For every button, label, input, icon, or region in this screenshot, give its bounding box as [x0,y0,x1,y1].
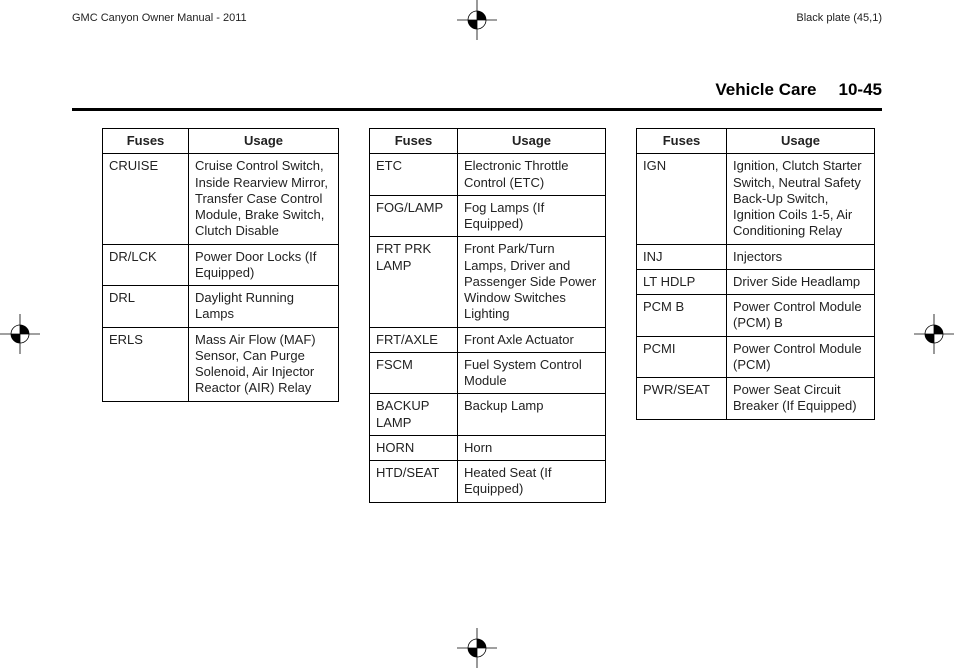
fuse-cell: INJ [637,244,727,269]
table-row: IGNIgnition, Clutch Starter Switch, Neut… [637,154,875,244]
table-row: BACKUP LAMPBackup Lamp [370,394,606,436]
usage-cell: Power Control Module (PCM) [727,336,875,378]
table-header-row: Fuses Usage [370,129,606,154]
table-row: LT HDLPDriver Side Headlamp [637,269,875,294]
header-fuses: Fuses [370,129,458,154]
header-usage: Usage [727,129,875,154]
table-row: FOG/LAMPFog Lamps (If Equipped) [370,195,606,237]
header-fuses: Fuses [637,129,727,154]
table-row: PCMIPower Control Module (PCM) [637,336,875,378]
table-header-row: Fuses Usage [637,129,875,154]
table-row: PWR/SEATPower Seat Circuit Breaker (If E… [637,378,875,420]
table-row: DR/LCKPower Door Locks (If Equipped) [103,244,339,286]
fuse-table-2: Fuses Usage ETCElectronic Throttle Contr… [369,128,606,503]
section-page: 10-45 [839,80,882,100]
fuse-cell: LT HDLP [637,269,727,294]
usage-cell: Fuel System Control Module [458,352,606,394]
usage-cell: Injectors [727,244,875,269]
fuse-cell: FRT PRK LAMP [370,237,458,327]
fuse-cell: CRUISE [103,154,189,244]
crop-mark-right-icon [914,314,954,354]
table-header-row: Fuses Usage [103,129,339,154]
usage-cell: Power Seat Circuit Breaker (If Equipped) [727,378,875,420]
section-title: Vehicle Care [715,80,816,100]
usage-cell: Fog Lamps (If Equipped) [458,195,606,237]
table-row: HORNHorn [370,435,606,460]
usage-cell: Horn [458,435,606,460]
usage-cell: Backup Lamp [458,394,606,436]
tables-container: Fuses Usage CRUISECruise Control Switch,… [102,128,882,503]
usage-cell: Mass Air Flow (MAF) Sensor, Can Purge So… [189,327,339,401]
fuse-cell: FRT/AXLE [370,327,458,352]
table-row: ERLSMass Air Flow (MAF) Sensor, Can Purg… [103,327,339,401]
fuse-cell: PWR/SEAT [637,378,727,420]
crop-mark-left-icon [0,314,40,354]
crop-mark-bottom-icon [457,628,497,668]
table-row: FRT/AXLEFront Axle Actuator [370,327,606,352]
usage-cell: Electronic Throttle Control (ETC) [458,154,606,196]
usage-cell: Driver Side Headlamp [727,269,875,294]
fuse-cell: HTD/SEAT [370,461,458,503]
table-row: FSCMFuel System Control Module [370,352,606,394]
table-row: PCM BPower Control Module (PCM) B [637,295,875,337]
crop-mark-top-icon [457,0,497,40]
fuse-cell: DRL [103,286,189,328]
header-left: GMC Canyon Owner Manual - 2011 [72,12,247,24]
usage-cell: Cruise Control Switch, Inside Rearview M… [189,154,339,244]
header-usage: Usage [458,129,606,154]
header-usage: Usage [189,129,339,154]
usage-cell: Power Door Locks (If Equipped) [189,244,339,286]
fuse-cell: FOG/LAMP [370,195,458,237]
table-row: CRUISECruise Control Switch, Inside Rear… [103,154,339,244]
fuse-cell: FSCM [370,352,458,394]
fuse-table-1: Fuses Usage CRUISECruise Control Switch,… [102,128,339,402]
usage-cell: Ignition, Clutch Starter Switch, Neutral… [727,154,875,244]
header-right: Black plate (45,1) [796,12,882,24]
usage-cell: Front Axle Actuator [458,327,606,352]
fuse-cell: ERLS [103,327,189,401]
fuse-cell: IGN [637,154,727,244]
section-header: Vehicle Care 10-45 [72,80,882,111]
usage-cell: Power Control Module (PCM) B [727,295,875,337]
table-row: FRT PRK LAMPFront Park/Turn Lamps, Drive… [370,237,606,327]
fuse-cell: PCM B [637,295,727,337]
fuse-cell: DR/LCK [103,244,189,286]
fuse-cell: PCMI [637,336,727,378]
fuse-cell: BACKUP LAMP [370,394,458,436]
header-fuses: Fuses [103,129,189,154]
table-row: INJInjectors [637,244,875,269]
fuse-cell: HORN [370,435,458,460]
table-row: DRLDaylight Running Lamps [103,286,339,328]
table-row: ETCElectronic Throttle Control (ETC) [370,154,606,196]
usage-cell: Daylight Running Lamps [189,286,339,328]
table-row: HTD/SEATHeated Seat (If Equipped) [370,461,606,503]
usage-cell: Heated Seat (If Equipped) [458,461,606,503]
fuse-cell: ETC [370,154,458,196]
usage-cell: Front Park/Turn Lamps, Driver and Passen… [458,237,606,327]
fuse-table-3: Fuses Usage IGNIgnition, Clutch Starter … [636,128,875,420]
